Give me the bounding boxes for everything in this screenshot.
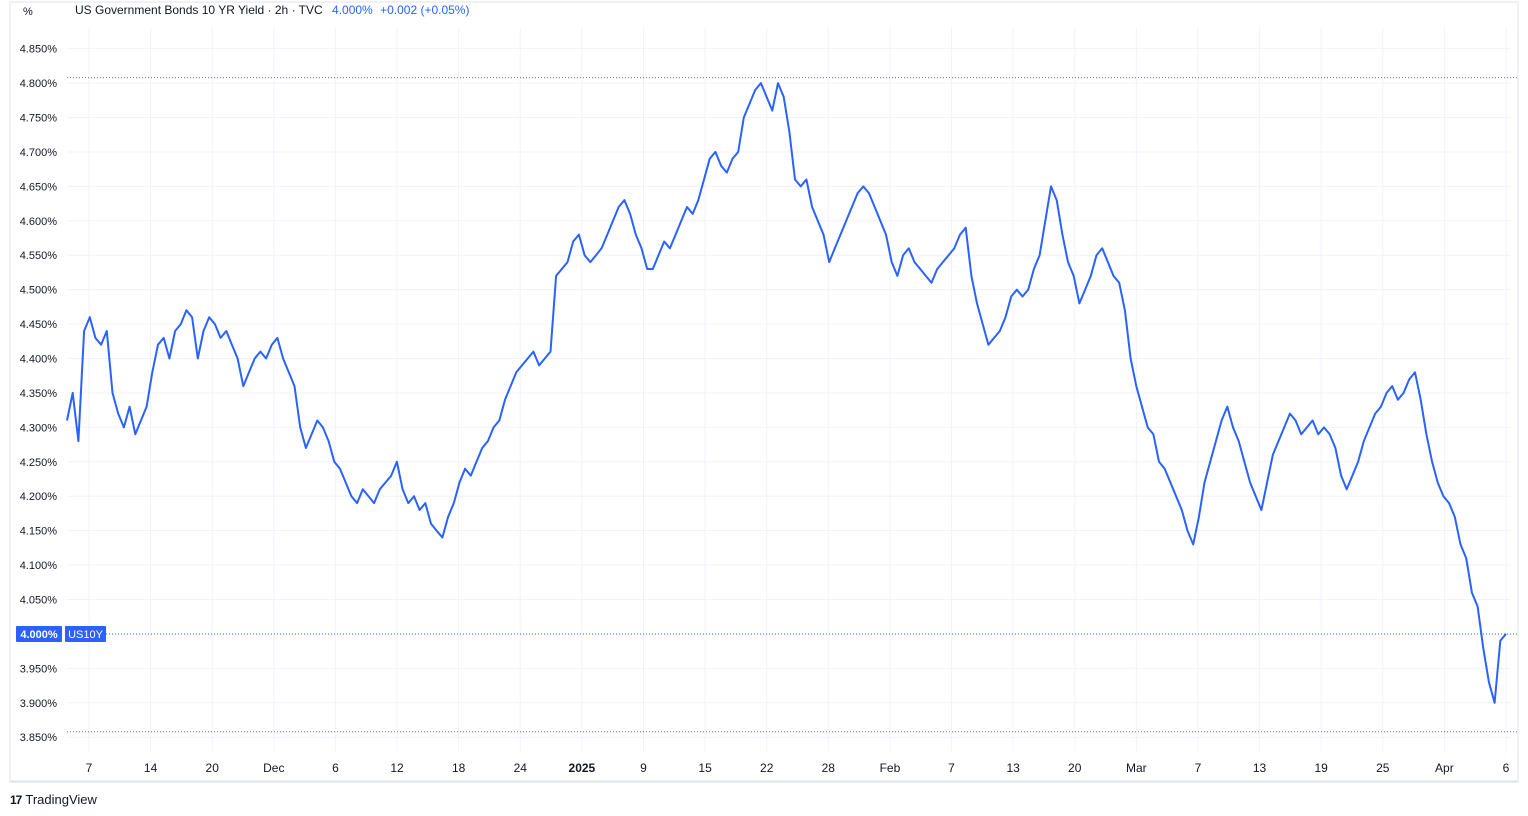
axis-frame	[9, 1, 1519, 783]
y-tick-label: 4.800%	[20, 78, 58, 90]
yield-series-line	[66, 82, 1507, 704]
y-tick-label: 4.200%	[20, 491, 58, 503]
brand-name: TradingView	[25, 792, 97, 807]
y-tick-label: 4.850%	[20, 44, 58, 56]
grid-lines	[67, 28, 1510, 751]
x-axis-labels: 7 14 20 Dec 6 12 18 24 2025 9 15 22 28 Feb 7 13 20 Mar 7 13…	[86, 761, 1510, 775]
y-tick-label: 4.500%	[20, 285, 58, 297]
x-tick-label: Apr	[1435, 761, 1454, 775]
x-tick-label: 19	[1314, 761, 1328, 775]
y-axis-labels: 4.850% 4.800% 4.750% 4.700% 4.650% 4.600% 4.55…	[20, 44, 58, 745]
x-tick-label: 14	[144, 761, 158, 775]
y-tick-label: 4.650%	[20, 181, 58, 193]
x-tick-label: 22	[760, 761, 774, 775]
x-tick-label: 28	[822, 761, 836, 775]
y-tick-label: 4.700%	[20, 147, 58, 159]
y-tick-label: 4.400%	[20, 354, 58, 366]
x-tick-label: Dec	[263, 761, 284, 775]
x-tick-label: 7	[1195, 761, 1202, 775]
x-tick-label: 7	[86, 761, 93, 775]
chart-header: US Government Bonds 10 YR Yield · 2h · T…	[75, 3, 469, 17]
x-tick-label: 9	[640, 761, 647, 775]
x-tick-label: 2025	[569, 761, 596, 775]
x-tick-label: 12	[390, 761, 404, 775]
x-tick-label: 13	[1253, 761, 1267, 775]
x-tick-label: 15	[698, 761, 712, 775]
chart-border	[9, 1, 1519, 783]
y-tick-label: 4.100%	[20, 560, 58, 572]
x-tick-label: 20	[1068, 761, 1082, 775]
x-tick-label: Feb	[880, 761, 901, 775]
chart-title: US Government Bonds 10 YR Yield · 2h · T…	[75, 3, 323, 17]
price-tag: 4.000% US10Y	[16, 625, 106, 642]
y-tick-label: 3.850%	[20, 732, 58, 744]
symbol-tag-box	[65, 625, 106, 642]
tradingview-logo-icon: 17	[10, 792, 22, 807]
range-lines	[67, 77, 1518, 733]
y-tick-label: 4.150%	[20, 526, 58, 538]
x-tick-label: 18	[452, 761, 466, 775]
x-tick-label: 6	[1503, 761, 1510, 775]
y-tick-label: 3.900%	[20, 698, 58, 710]
price-tag-value: 4.000%	[20, 629, 58, 641]
y-tick-label: 3.950%	[20, 663, 58, 675]
x-tick-label: 24	[514, 761, 528, 775]
price-tag-box	[16, 625, 62, 642]
x-tick-label: 7	[948, 761, 955, 775]
y-tick-label: 4.600%	[20, 216, 58, 228]
x-tick-label: 6	[332, 761, 339, 775]
x-tick-label: 25	[1376, 761, 1390, 775]
series-layer	[66, 82, 1507, 704]
unit-label: %	[23, 6, 33, 18]
y-tick-label: 4.450%	[20, 319, 58, 331]
x-tick-label: 20	[206, 761, 220, 775]
y-tick-label: 4.300%	[20, 422, 58, 434]
x-tick-label: Mar	[1126, 761, 1147, 775]
y-tick-label: 4.050%	[20, 595, 58, 607]
last-value: 4.000%	[332, 3, 373, 17]
change-value: +0.002 (+0.05%)	[380, 3, 470, 17]
x-tick-label: 13	[1006, 761, 1020, 775]
y-tick-label: 4.550%	[20, 250, 58, 262]
y-tick-label: 4.750%	[20, 113, 58, 125]
symbol-tag-label: US10Y	[68, 629, 104, 641]
y-tick-label: 4.350%	[20, 388, 58, 400]
brand[interactable]: 17 TradingView	[10, 792, 97, 807]
y-tick-label: 4.250%	[20, 457, 58, 469]
